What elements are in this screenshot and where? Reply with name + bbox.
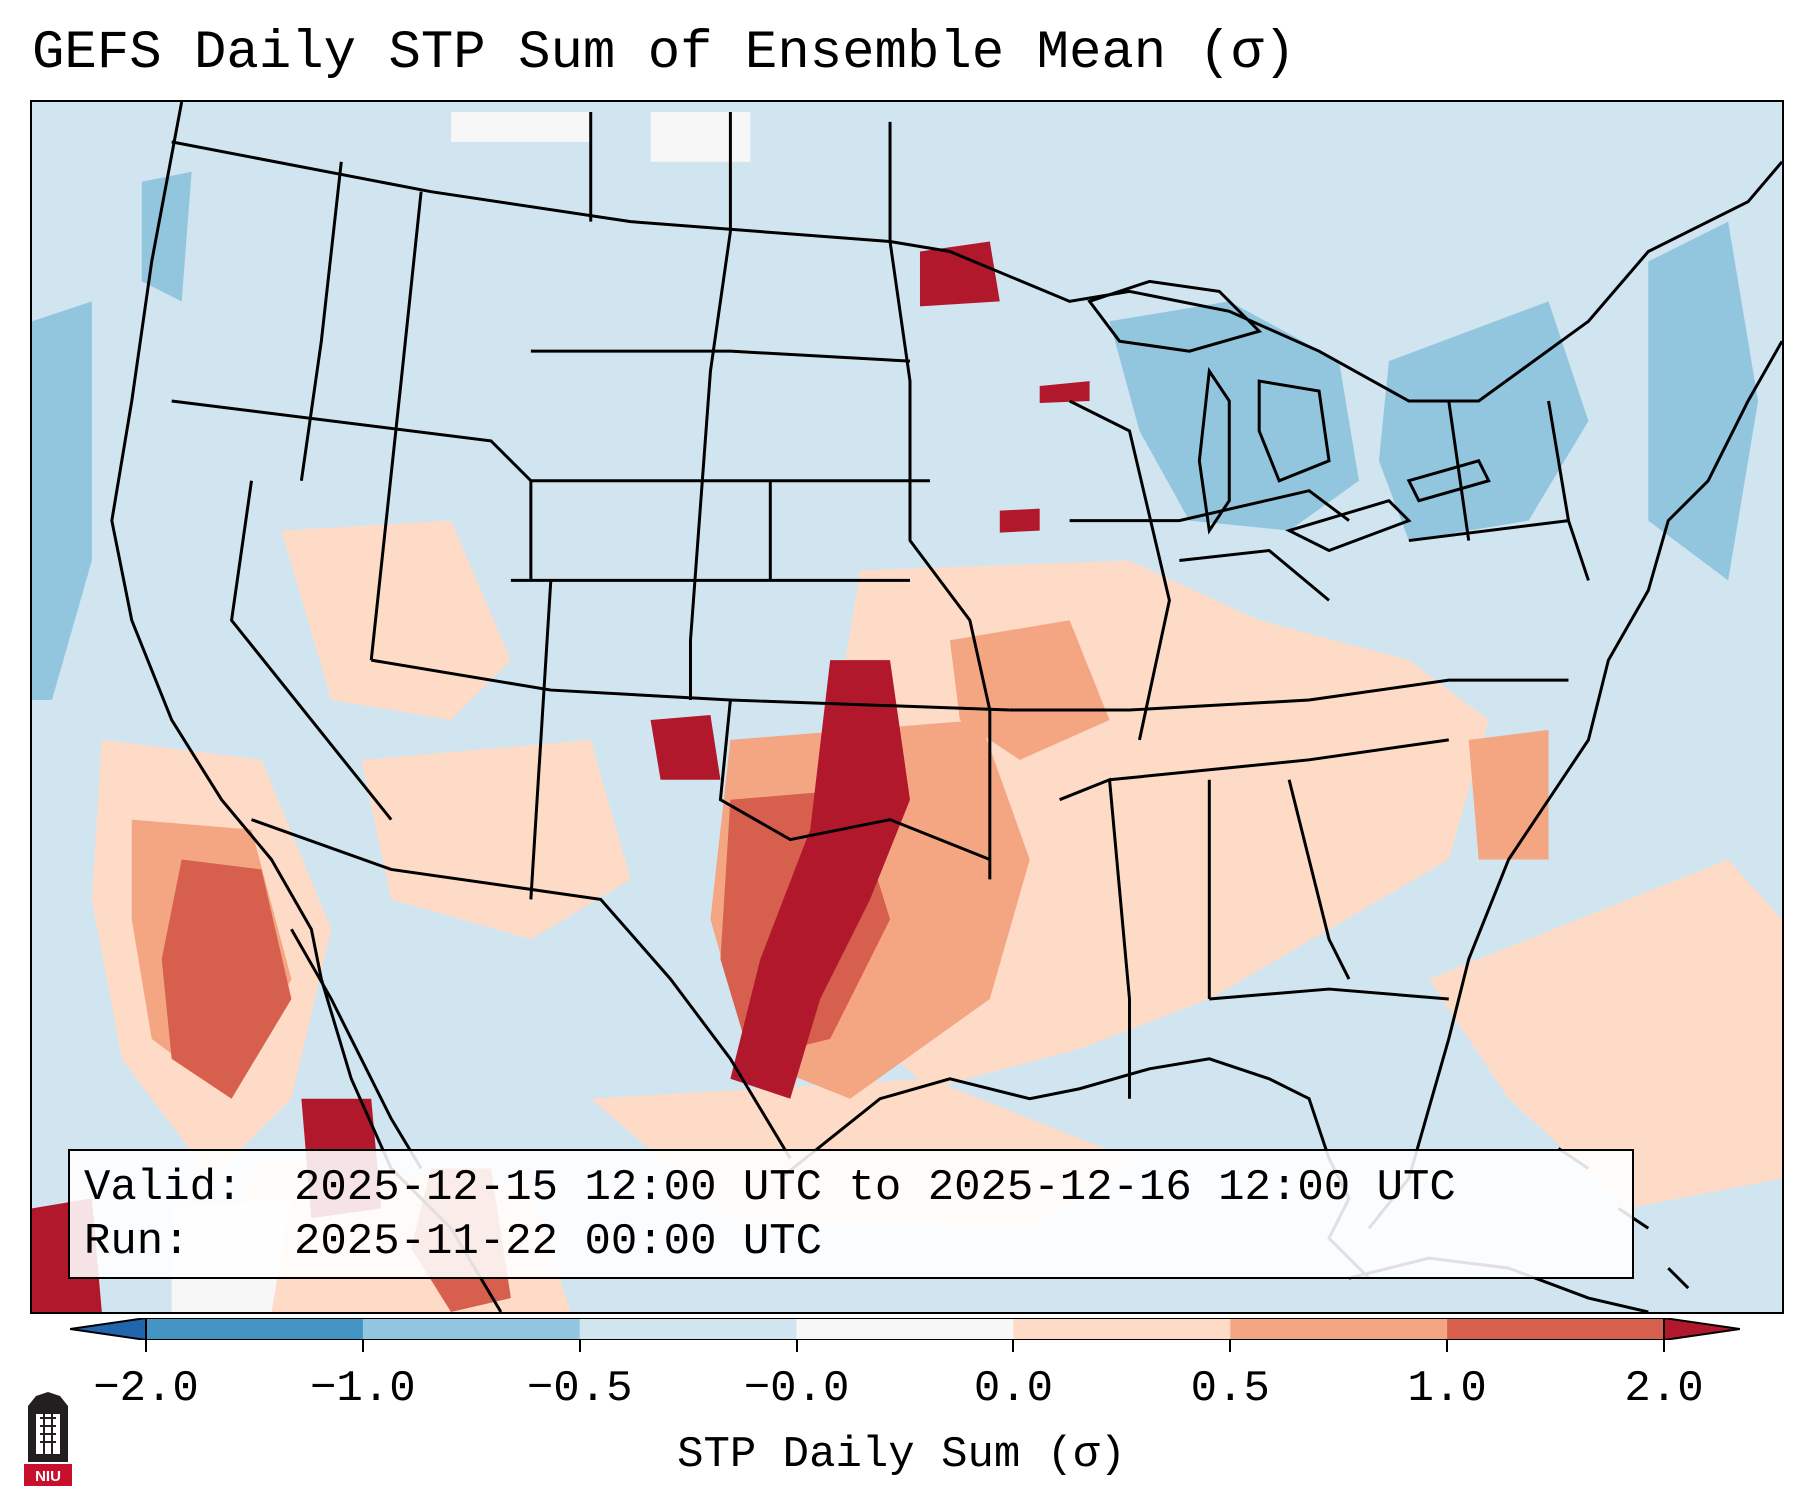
west-light-anomaly [281,520,511,720]
mexico-border [250,818,792,1160]
pacific-moderate-anomaly [161,859,292,1099]
canada-neutral [650,111,751,162]
wisconsin-positive-anomaly [1039,381,1090,404]
valid-label: Valid: [84,1163,243,1213]
oklahoma-positive-anomaly [650,714,721,780]
iowa-positive-anomaly [999,508,1040,533]
colorbar-tick-label-0: −2.0 [93,1364,199,1414]
atlantic-negative-anomaly [1648,221,1759,581]
colorbar-tick-label-6: 1.0 [1407,1364,1487,1414]
colorbar-tick-1 [361,1340,364,1352]
minnesota-positive-anomaly [919,241,1000,307]
north-plains-neutral [451,111,591,142]
colorbar-bin-5 [1230,1318,1448,1340]
colorbar-tick-label-2: −0.5 [526,1364,633,1414]
map-title: GEFS Daily STP Sum of Ensemble Mean (σ) [32,23,1296,84]
valid-line: Valid: 2025-12-15 12:00 UTC to 2025-12-16… [84,1161,1618,1215]
colorbar-over-extend [1663,1318,1740,1340]
run-line: Run: 2025-11-22 00:00 UTC [84,1215,1618,1269]
pacific-negative-anomaly [32,301,92,701]
atlantic-light-anomaly [1428,859,1782,1209]
lake-superior [1087,279,1263,353]
valid-value: 2025-12-15 12:00 UTC to 2025-12-16 12:00… [294,1163,1456,1213]
atlantic-coastline [1367,340,1782,1230]
colorbar-tick-2 [578,1340,581,1352]
colorbar-tick-4 [1012,1340,1015,1352]
anomaly-cells [32,111,1782,1312]
lake-erie [1285,498,1412,553]
colorbar-tick-label-5: 0.5 [1190,1364,1270,1414]
colorbar-tick-label-4: 0.0 [973,1364,1054,1414]
valid-time-box: Valid: 2025-12-15 12:00 UTC to 2025-12-16… [68,1149,1634,1279]
baja-coastline [290,928,423,1170]
colorbar [70,1318,1740,1340]
southwest-light-anomaly [361,739,631,940]
canada-border [171,140,1782,403]
niu-logo-text: NIU [35,1468,61,1485]
colorbar-tick-label-1: −1.0 [310,1364,416,1414]
stp-anomaly-map [32,102,1782,1312]
lake-ontario [1406,459,1491,503]
southern-plains-positive-anomaly [730,660,910,1099]
map-panel [30,100,1784,1314]
lake-huron [1257,379,1331,483]
colorbar-bin-3 [796,1318,1014,1340]
pacific-coast-negative-anomaly [141,171,192,302]
niu-logo: NIU [24,1392,72,1486]
lake-michigan [1197,366,1231,535]
northeast-negative-anomaly [1378,301,1589,541]
colorbar-bin-6 [1447,1318,1665,1340]
colorbar-tick-label-3: −0.0 [743,1364,850,1414]
carolinas-weak-anomaly [1468,729,1549,860]
colorbar-tick-0 [145,1340,147,1352]
colorbar-tick-6 [1446,1340,1449,1352]
colorbar-label: STP Daily Sum (σ) [677,1430,1126,1480]
colorbar-under-extend [70,1318,147,1340]
colorbar-tick-label-7: 2.0 [1624,1364,1704,1414]
colorbar-bins [70,1318,1740,1340]
colorbar-tick-5 [1229,1340,1232,1352]
colorbar-tick-7 [1663,1340,1665,1352]
colorbar-bin-0 [146,1318,364,1340]
colorbar-tick-3 [795,1340,798,1352]
run-value: 2025-11-22 00:00 UTC [294,1217,823,1267]
colorbar-bin-4 [1013,1318,1231,1340]
colorbar-bin-2 [579,1318,798,1340]
run-label: Run: [84,1217,190,1267]
colorbar-ticks: −2.0 −1.0 −0.5 −0.0 0.0 0.5 1.0 2.0 [0,1340,1803,1420]
colorbar-bin-1 [362,1318,581,1340]
